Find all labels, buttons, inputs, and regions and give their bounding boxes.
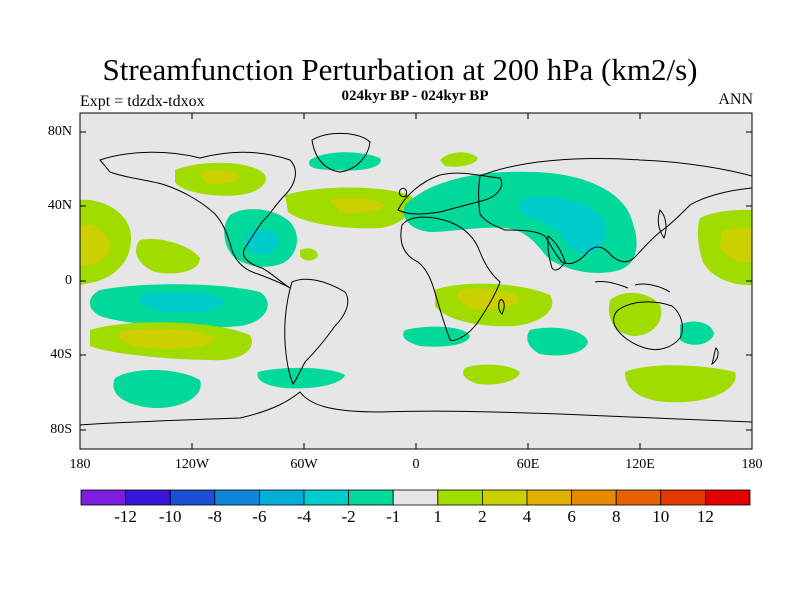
coastline-british-isles — [399, 187, 407, 198]
colorbar-swatch — [481, 489, 528, 506]
coastlines — [80, 132, 752, 426]
coastline-australia — [613, 301, 683, 351]
lon-label-180w: 180 — [69, 457, 91, 472]
coastline-japan — [657, 209, 667, 240]
colorbar-swatch — [303, 489, 349, 506]
contour-region-west-edge-core — [80, 224, 110, 266]
lon-label-0: 0 — [412, 457, 420, 472]
contour-region-east-australia — [680, 321, 714, 345]
colorbar-label: 4 — [522, 507, 532, 526]
lon-label-120e: 120E — [625, 457, 655, 472]
colorbar-swatch — [526, 489, 572, 506]
coastline-south-america — [284, 278, 349, 386]
coastline-europe — [397, 172, 503, 215]
colorbar-swatch — [125, 489, 171, 506]
contour-region-arctic-atlantic — [308, 152, 381, 171]
lat-label-40n: 40N — [47, 198, 72, 213]
contour-region-maritime-continent — [608, 292, 662, 336]
contour-region-asia-core — [520, 196, 607, 255]
colorbar-label: -8 — [207, 507, 222, 526]
contour-region-south-pacific-warm-core — [119, 328, 215, 349]
coastline-new-zealand — [711, 347, 719, 366]
colorbar-label: -1 — [386, 507, 401, 526]
colorbar-label: 2 — [478, 507, 487, 526]
colorbar-label: 12 — [696, 507, 714, 526]
coastline-north-america — [99, 151, 296, 289]
colorbar-swatch — [571, 489, 617, 506]
contour-region-south-pacific-core — [139, 292, 225, 313]
colorbar-label: -6 — [252, 507, 267, 526]
contour-region-north-atlantic-core — [330, 197, 385, 213]
colorbar-swatch — [258, 489, 305, 506]
coastline-asia — [478, 158, 752, 265]
map-subtitle: 024kyr BP - 024kyr BP — [341, 88, 489, 104]
contour-region-caribbean-core — [245, 229, 280, 255]
colorbar-swatch — [348, 489, 394, 506]
colorbar-swatch — [392, 489, 439, 506]
contour-region-south-pacific-cold — [113, 369, 201, 408]
contour-region-drake — [257, 367, 345, 389]
contour-region-south-indian — [463, 364, 520, 385]
colorbar-label: -10 — [158, 507, 182, 526]
colorbar-label: 10 — [652, 507, 670, 526]
lat-label-0: 0 — [65, 273, 72, 288]
lon-label-120w: 120W — [174, 457, 210, 472]
contour-region-south-atlantic — [403, 326, 470, 347]
colorbar-label: -2 — [341, 507, 356, 526]
colorbar-label: 8 — [611, 507, 621, 526]
colorbar-swatch — [660, 489, 706, 506]
colorbar-swatch — [214, 489, 260, 506]
colorbar — [80, 489, 751, 506]
contour-region-south-indian-ocean — [625, 365, 736, 403]
colorbar-label: -4 — [296, 507, 312, 526]
map-title: Streamfunction Perturbation at 200 hPa (… — [102, 52, 698, 87]
contour-region-pacific-north-core — [200, 169, 240, 185]
lon-label-60w: 60W — [290, 457, 318, 472]
latitude-ticks — [80, 131, 752, 431]
colorbar-label: -12 — [114, 507, 137, 526]
contour-region-arctic-siberia — [440, 152, 478, 167]
coastline-india — [547, 235, 566, 271]
streamfunction-contours — [80, 152, 752, 408]
colorbar-label: 6 — [567, 507, 576, 526]
contour-region-west-pacific-core — [720, 227, 752, 263]
coastline-antarctica — [80, 391, 752, 426]
coastline-greenland — [311, 132, 371, 173]
lat-label-80s: 80S — [50, 422, 72, 437]
colorbar-swatch — [169, 489, 216, 506]
lat-label-80n: 80N — [47, 124, 72, 139]
colorbar-swatch — [705, 489, 751, 506]
contour-region-south-atlantic-warm — [300, 248, 318, 261]
contour-region-west-subtropic — [135, 239, 200, 274]
coastline-indonesia — [594, 281, 671, 293]
colorbar-label: 1 — [433, 507, 443, 526]
lon-label-60e: 60E — [516, 457, 540, 472]
lon-label-180e: 180 — [741, 457, 763, 472]
contour-region-indian-south — [527, 327, 588, 356]
coastline-africa — [400, 216, 501, 341]
colorbar-swatch — [437, 489, 483, 506]
longitude-ticks — [191, 113, 641, 449]
colorbar-swatch — [80, 489, 126, 506]
coastline-madagascar — [498, 299, 505, 315]
season-label: ANN — [718, 91, 753, 108]
experiment-label: Expt = tdzdx-tdxox — [80, 93, 205, 110]
colorbar-swatch — [615, 489, 662, 506]
lat-label-40s: 40S — [50, 347, 72, 362]
